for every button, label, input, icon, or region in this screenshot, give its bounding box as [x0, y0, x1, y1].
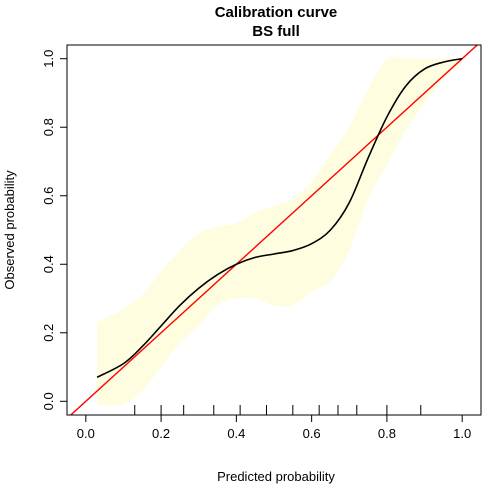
- y-tick-label: 0.4: [41, 255, 56, 273]
- plot-frame: [66, 44, 482, 416]
- x-tick-label: 0.0: [77, 426, 95, 441]
- x-tick-label: 0.6: [303, 426, 321, 441]
- y-tick-label: 0.8: [41, 118, 56, 136]
- y-tick-label: 0.0: [41, 392, 56, 410]
- x-axis: 0.0 0.2 0.4 0.6 0.8 1.0: [77, 415, 471, 441]
- chart-subtitle: BS full: [252, 23, 300, 40]
- x-axis-label: Predicted probability: [217, 469, 335, 484]
- x-tick-label: 0.2: [152, 426, 170, 441]
- x-tick-label: 0.8: [378, 426, 396, 441]
- chart-title: Calibration curve: [215, 4, 338, 21]
- x-tick-label: 1.0: [453, 426, 471, 441]
- confidence-band: [97, 56, 463, 406]
- y-axis-label: Observed probability: [2, 170, 17, 290]
- ideal-calibration-line: [69, 45, 479, 415]
- x-tick-label: 0.4: [227, 426, 245, 441]
- y-axis: 0.0 0.2 0.4 0.6 0.8 1.0: [41, 50, 67, 410]
- plot-area: [69, 45, 479, 415]
- y-tick-label: 0.6: [41, 187, 56, 205]
- y-tick-label: 1.0: [41, 50, 56, 68]
- calibration-curve: [96, 57, 463, 379]
- y-tick-label: 0.2: [41, 324, 56, 342]
